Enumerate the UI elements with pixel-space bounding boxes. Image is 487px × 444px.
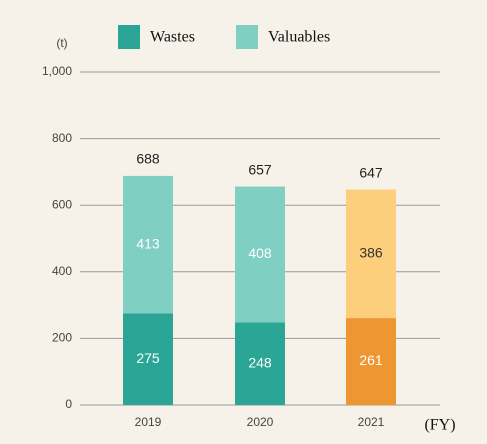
x-tick-label: 2019 bbox=[135, 415, 162, 429]
bar-segment bbox=[346, 318, 396, 405]
data-label: 408 bbox=[248, 245, 272, 261]
legend-label: Wastes bbox=[150, 29, 195, 46]
legend-label: Valuables bbox=[268, 29, 330, 46]
data-label: 248 bbox=[248, 354, 272, 370]
y-tick-label: 1,000 bbox=[42, 64, 72, 78]
data-label: 261 bbox=[359, 352, 383, 368]
y-tick-label: 200 bbox=[52, 331, 72, 345]
bar-segment bbox=[235, 186, 285, 323]
bar-segment bbox=[123, 175, 173, 314]
data-label: 275 bbox=[136, 350, 160, 366]
legend-swatch bbox=[236, 25, 258, 49]
y-tick-label: 0 bbox=[65, 397, 72, 411]
data-label: 413 bbox=[136, 235, 160, 251]
x-tick-label: 2020 bbox=[247, 415, 274, 429]
legend-swatch bbox=[118, 25, 140, 49]
y-tick-label: 600 bbox=[52, 197, 72, 211]
total-label: 688 bbox=[136, 151, 160, 167]
y-unit: (t) bbox=[56, 36, 67, 50]
bar-segment bbox=[235, 322, 285, 405]
total-label: 657 bbox=[248, 161, 272, 177]
x-tick-label: 2021 bbox=[358, 415, 385, 429]
bar-segment bbox=[346, 189, 396, 319]
y-tick-label: 400 bbox=[52, 264, 72, 278]
data-label: 386 bbox=[359, 245, 383, 261]
y-tick-label: 800 bbox=[52, 131, 72, 145]
x-unit: (FY) bbox=[424, 417, 455, 434]
bar-segment bbox=[123, 313, 173, 405]
total-label: 647 bbox=[359, 164, 383, 180]
